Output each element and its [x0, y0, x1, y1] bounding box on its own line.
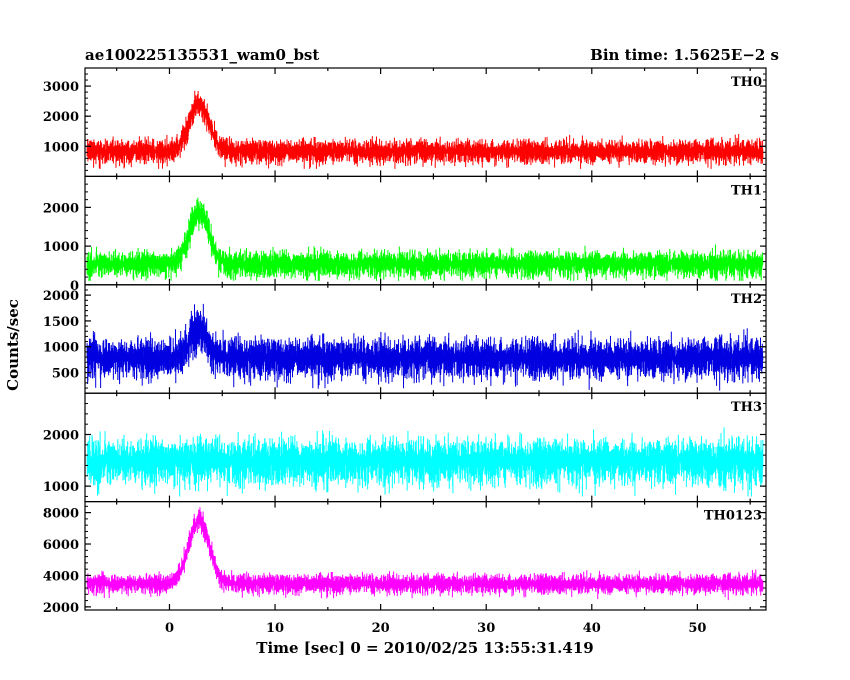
- panel-label: TH0123: [704, 509, 762, 524]
- y-tick-label: 2000: [43, 110, 79, 125]
- x-tick-label: 50: [688, 621, 706, 636]
- x-tick-label: 30: [477, 621, 495, 636]
- panel-th0123: 2000 4000 6000 8000 TH0123: [43, 501, 767, 616]
- series-th3: [86, 427, 764, 497]
- panel-th3: 1000 2000 TH3: [43, 392, 767, 503]
- panel-label: TH0: [731, 75, 762, 90]
- series-th0123: [86, 507, 764, 601]
- y-tick-label: 2000: [43, 289, 79, 304]
- chart-title: ae100225135531_wam0_bst: [85, 46, 319, 64]
- panel-th2: 500 1000 1500 2000 TH2: [43, 284, 767, 394]
- panel-label: TH2: [731, 292, 762, 307]
- y-tick-label: 2000: [43, 428, 79, 443]
- x-tick-label: 10: [266, 621, 284, 636]
- bin-time-label: Bin time: 1.5625E−2 s: [590, 46, 779, 64]
- x-axis-label: Time [sec] 0 = 2010/02/25 13:55:31.419: [256, 639, 593, 657]
- y-tick-label: 6000: [43, 538, 79, 553]
- y-axis-label: Counts/sec: [4, 299, 22, 391]
- y-tick-label: 2000: [43, 201, 79, 216]
- y-tick-label: 1000: [43, 480, 79, 495]
- panel-frame: [84, 501, 767, 611]
- panel-th0: 1000 2000 3000 TH0: [43, 67, 767, 178]
- y-tick-label: 3000: [43, 80, 79, 95]
- y-tick-label: 1000: [43, 341, 79, 356]
- x-tick-label: 40: [583, 621, 601, 636]
- panel-label: TH1: [731, 183, 762, 198]
- y-tick-label: 8000: [43, 507, 79, 522]
- y-tick-label: 500: [52, 367, 79, 382]
- y-tick-label: 1000: [43, 140, 79, 155]
- panels-group: 1000 2000 3000 TH0 0 1000 2000 TH1 500 1000 1500 20…: [43, 67, 767, 616]
- y-tick-label: 2000: [43, 601, 79, 616]
- series-th2: [86, 303, 764, 391]
- series-th0: [86, 90, 764, 169]
- y-tick-label: 1000: [43, 240, 79, 255]
- y-tick-label: 1500: [43, 315, 79, 330]
- panel-th1: 0 1000 2000 TH1: [43, 175, 767, 294]
- panel-label: TH3: [731, 400, 762, 415]
- y-tick-label: 0: [70, 279, 79, 294]
- x-tick-label: 20: [372, 621, 390, 636]
- x-tick-label: 0: [165, 621, 174, 636]
- x-axis: 0 10 20 30 40 50: [165, 621, 706, 636]
- y-tick-label: 4000: [43, 569, 79, 584]
- series-th1: [86, 197, 764, 281]
